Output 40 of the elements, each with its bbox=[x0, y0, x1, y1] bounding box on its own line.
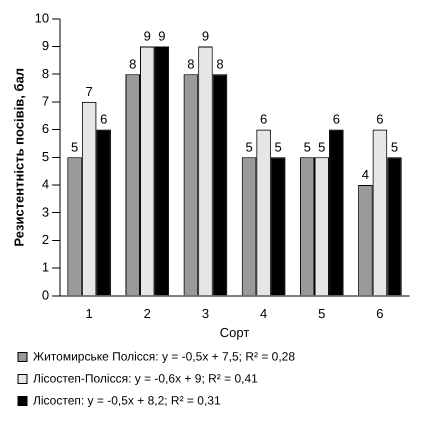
data-label: 5 bbox=[390, 139, 398, 154]
data-label: 8 bbox=[129, 56, 136, 72]
data-label: 7 bbox=[86, 84, 93, 99]
data-label: 5 bbox=[274, 139, 282, 154]
y-tick-label: 8 bbox=[42, 66, 50, 81]
data-label: 5 bbox=[304, 139, 311, 154]
x-tick-label: 5 bbox=[318, 306, 326, 322]
y-tick-label: 10 bbox=[34, 10, 50, 26]
data-label: 4 bbox=[362, 167, 369, 182]
y-tick-label: 9 bbox=[42, 38, 50, 54]
data-label: 8 bbox=[216, 56, 224, 72]
y-tick-label: 5 bbox=[42, 148, 50, 164]
y-tick-label: 0 bbox=[42, 287, 50, 302]
x-tick-label: 4 bbox=[260, 306, 268, 322]
y-tick-label: 4 bbox=[42, 176, 50, 192]
y-tick-label: 6 bbox=[42, 121, 50, 136]
y-tick-label: 1 bbox=[42, 260, 50, 275]
data-label: 9 bbox=[144, 28, 151, 44]
data-label: 6 bbox=[260, 112, 268, 127]
data-label: 9 bbox=[202, 28, 210, 44]
x-tick-label: 3 bbox=[202, 306, 210, 322]
legend-label: Житомирське Полісся: y = -0,5x + 7,5; R² = 0,28 bbox=[33, 349, 296, 364]
legend-label: Лісостеп: y = -0,5x + 8,2; R² = 0,31 bbox=[33, 393, 221, 408]
data-label: 9 bbox=[158, 28, 166, 44]
data-label: 6 bbox=[376, 112, 384, 127]
data-label: 5 bbox=[318, 139, 326, 154]
data-label: 6 bbox=[100, 112, 108, 127]
x-tick-label: 1 bbox=[86, 306, 93, 322]
legend-label: Лісостеп-Полісся: y = -0,6x + 9; R² = 0,41 bbox=[33, 371, 258, 386]
data-label: 6 bbox=[332, 112, 340, 127]
data-label: 5 bbox=[70, 139, 78, 154]
y-tick-label: 3 bbox=[42, 204, 50, 220]
x-tick-label: 2 bbox=[144, 306, 151, 322]
x-axis-title: Сорт bbox=[220, 324, 250, 340]
y-axis-title: Резистентність посівів, бал bbox=[11, 68, 26, 247]
data-label: 8 bbox=[187, 56, 195, 72]
x-tick-label: 6 bbox=[376, 306, 384, 322]
data-label: 5 bbox=[245, 139, 253, 154]
y-tick-label: 7 bbox=[42, 93, 50, 108]
y-tick-label: 2 bbox=[42, 232, 50, 247]
